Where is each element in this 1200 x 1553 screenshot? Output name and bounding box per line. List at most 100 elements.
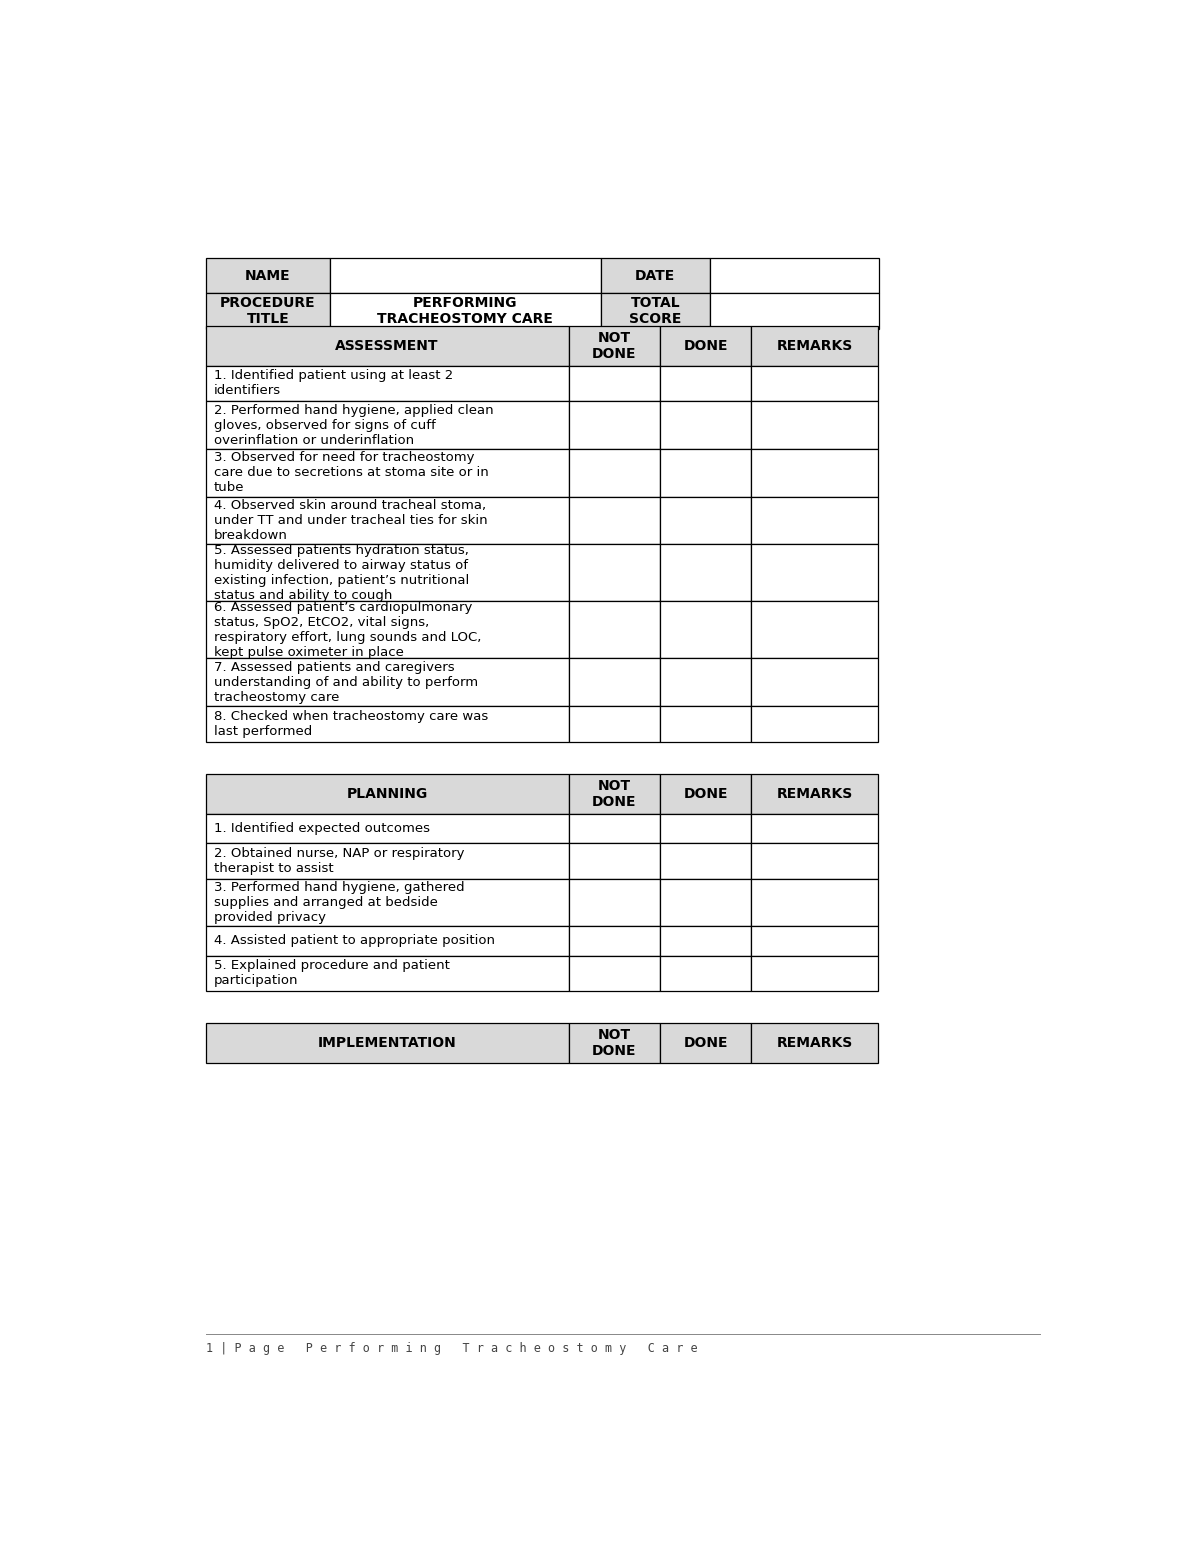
- Text: NAME: NAME: [245, 269, 290, 283]
- Text: 1. Identified expected outcomes: 1. Identified expected outcomes: [214, 822, 430, 836]
- Bar: [569, 367, 660, 401]
- Bar: [751, 497, 878, 545]
- Bar: [751, 814, 878, 843]
- Bar: [660, 545, 751, 601]
- Text: REMARKS: REMARKS: [776, 787, 853, 801]
- Bar: [330, 294, 601, 329]
- Text: NOT
DONE: NOT DONE: [592, 1028, 636, 1059]
- Text: PERFORMING
TRACHEOSTOMY CARE: PERFORMING TRACHEOSTOMY CARE: [378, 297, 553, 326]
- Bar: [751, 926, 878, 955]
- Bar: [751, 773, 878, 814]
- Bar: [206, 926, 569, 955]
- Bar: [660, 497, 751, 545]
- Bar: [206, 401, 569, 449]
- Bar: [569, 1023, 660, 1064]
- Bar: [206, 258, 330, 294]
- Text: 4. Observed skin around tracheal stoma,
under TT and under tracheal ties for ski: 4. Observed skin around tracheal stoma, …: [214, 499, 487, 542]
- Text: NOT
DONE: NOT DONE: [592, 331, 636, 360]
- Bar: [569, 926, 660, 955]
- Bar: [206, 367, 569, 401]
- Bar: [569, 449, 660, 497]
- Bar: [660, 601, 751, 658]
- Text: IMPLEMENTATION: IMPLEMENTATION: [318, 1036, 456, 1050]
- Bar: [206, 707, 569, 741]
- Bar: [751, 326, 878, 367]
- Text: ASSESSMENT: ASSESSMENT: [336, 339, 439, 353]
- Text: TOTAL
SCORE: TOTAL SCORE: [629, 297, 682, 326]
- Bar: [206, 658, 569, 707]
- Text: 6. Assessed patient’s cardiopulmonary
status, SpO2, EtCO2, vital signs,
respirat: 6. Assessed patient’s cardiopulmonary st…: [214, 601, 481, 658]
- Bar: [751, 449, 878, 497]
- Bar: [751, 707, 878, 741]
- Bar: [206, 294, 330, 329]
- Bar: [569, 879, 660, 926]
- Bar: [569, 843, 660, 879]
- Text: PLANNING: PLANNING: [347, 787, 427, 801]
- Bar: [751, 955, 878, 991]
- Bar: [751, 545, 878, 601]
- Bar: [751, 1023, 878, 1064]
- Text: 2. Performed hand hygiene, applied clean
gloves, observed for signs of cuff
over: 2. Performed hand hygiene, applied clean…: [214, 404, 493, 447]
- Bar: [660, 326, 751, 367]
- Bar: [206, 814, 569, 843]
- Bar: [660, 926, 751, 955]
- Bar: [660, 401, 751, 449]
- Text: 5. Explained procedure and patient
participation: 5. Explained procedure and patient parti…: [214, 960, 450, 988]
- Bar: [569, 773, 660, 814]
- Text: 4. Assisted patient to appropriate position: 4. Assisted patient to appropriate posit…: [214, 935, 494, 947]
- Bar: [569, 497, 660, 545]
- Bar: [206, 879, 569, 926]
- Bar: [569, 545, 660, 601]
- Bar: [660, 879, 751, 926]
- Bar: [751, 843, 878, 879]
- Bar: [569, 955, 660, 991]
- Bar: [709, 258, 878, 294]
- Text: 8. Checked when tracheostomy care was
last performed: 8. Checked when tracheostomy care was la…: [214, 710, 487, 738]
- Bar: [660, 658, 751, 707]
- Text: 7. Assessed patients and caregivers
understanding of and ability to perform
trac: 7. Assessed patients and caregivers unde…: [214, 660, 478, 704]
- Bar: [660, 843, 751, 879]
- Bar: [709, 294, 878, 329]
- Bar: [660, 367, 751, 401]
- Text: REMARKS: REMARKS: [776, 1036, 853, 1050]
- Text: 2. Obtained nurse, NAP or respiratory
therapist to assist: 2. Obtained nurse, NAP or respiratory th…: [214, 846, 464, 874]
- Text: DONE: DONE: [684, 787, 728, 801]
- Bar: [206, 497, 569, 545]
- Text: 5. Assessed patients hydration status,
humidity delivered to airway status of
ex: 5. Assessed patients hydration status, h…: [214, 544, 469, 603]
- Bar: [660, 814, 751, 843]
- Bar: [751, 401, 878, 449]
- Text: DATE: DATE: [635, 269, 676, 283]
- Bar: [601, 294, 709, 329]
- Bar: [751, 658, 878, 707]
- Text: 3. Performed hand hygiene, gathered
supplies and arranged at bedside
provided pr: 3. Performed hand hygiene, gathered supp…: [214, 881, 464, 924]
- Text: DONE: DONE: [684, 1036, 728, 1050]
- Text: REMARKS: REMARKS: [776, 339, 853, 353]
- Bar: [206, 545, 569, 601]
- Bar: [660, 707, 751, 741]
- Bar: [660, 1023, 751, 1064]
- Bar: [569, 707, 660, 741]
- Bar: [601, 258, 709, 294]
- Text: NOT
DONE: NOT DONE: [592, 778, 636, 809]
- Bar: [206, 601, 569, 658]
- Text: 3. Observed for need for tracheostomy
care due to secretions at stoma site or in: 3. Observed for need for tracheostomy ca…: [214, 452, 488, 494]
- Bar: [206, 773, 569, 814]
- Text: 1 | P a g e   P e r f o r m i n g   T r a c h e o s t o m y   C a r e: 1 | P a g e P e r f o r m i n g T r a c …: [206, 1342, 697, 1354]
- Bar: [206, 1023, 569, 1064]
- Bar: [751, 367, 878, 401]
- Bar: [569, 401, 660, 449]
- Bar: [330, 258, 601, 294]
- Text: 1. Identified patient using at least 2
identifiers: 1. Identified patient using at least 2 i…: [214, 370, 452, 398]
- Bar: [569, 601, 660, 658]
- Bar: [569, 814, 660, 843]
- Bar: [206, 449, 569, 497]
- Bar: [206, 955, 569, 991]
- Bar: [660, 955, 751, 991]
- Bar: [206, 843, 569, 879]
- Bar: [660, 773, 751, 814]
- Bar: [751, 879, 878, 926]
- Bar: [206, 326, 569, 367]
- Bar: [569, 326, 660, 367]
- Text: PROCEDURE
TITLE: PROCEDURE TITLE: [220, 297, 316, 326]
- Bar: [660, 449, 751, 497]
